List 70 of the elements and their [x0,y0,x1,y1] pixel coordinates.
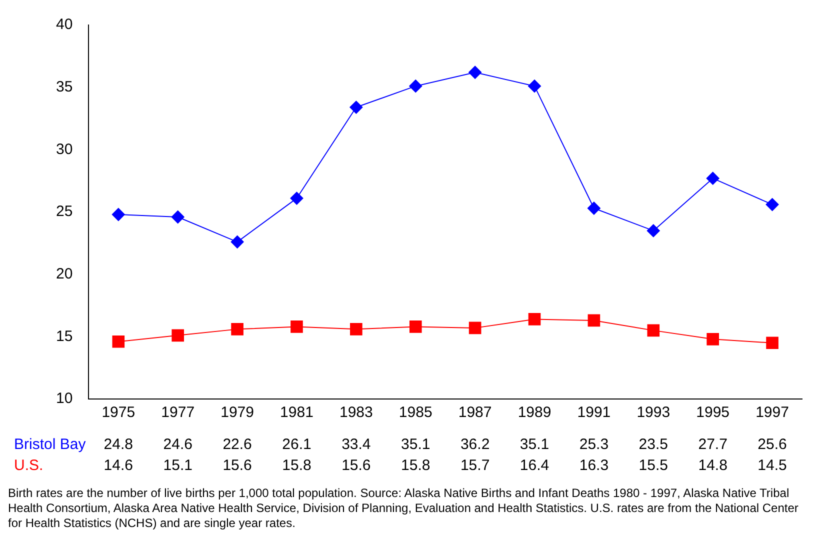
data-label: 24.8 [104,436,134,454]
data-label: 15.1 [163,457,192,474]
point [468,66,482,79]
data-label: 27.7 [698,436,728,454]
y-tick-label: 15 [56,328,73,345]
data-label: 15.6 [222,457,252,474]
data-label: 15.7 [460,457,490,474]
point [350,323,362,336]
data-label: 36.2 [460,436,490,454]
x-tick-label: 1989 [518,404,552,422]
data-label: 24.6 [163,436,192,454]
data-label: 15.8 [282,457,312,474]
y-tick-label: 40 [56,16,73,34]
data-label: 35.1 [401,436,430,454]
text: Birth rates are the number of live births per 1,000 total population. Source: Alaska Native Births and Infant Deaths 1980 - 1997, Alaska Native Tribal Health Consortium, Alaska Area Native Health Service, Division of Planning, Evaluation and Health Statistics. U.S. rates are from the National Center for Health Statistics (NCHS) and are single year rates. [8,486,800,531]
x-tick-label: 1983 [339,404,373,422]
data-label: 14.5 [758,457,787,474]
point [706,333,719,346]
data-label: 35.1 [520,436,550,454]
x-tick-label: 1975 [102,404,136,422]
point [528,313,541,326]
point [230,235,244,248]
x-tick-label: 1985 [398,404,432,422]
point [766,198,779,212]
point [409,80,422,93]
data-label: 33.4 [342,436,371,454]
text: Bristol Bay [14,436,86,454]
data-label: 25.3 [579,436,609,454]
x-tick-label: 1977 [161,404,195,422]
point [112,335,125,348]
point [290,192,304,205]
point [528,80,542,93]
data-label: 26.1 [282,436,312,454]
data-label: 14.8 [698,457,728,474]
data-label: 15.8 [401,457,430,474]
point [766,336,778,350]
point [112,208,125,221]
point [172,329,184,342]
data-label: 22.6 [222,436,252,454]
point [231,323,244,336]
y-tick-label: 10 [56,390,73,408]
y-tick-label: 35 [56,78,73,96]
x-tick-label: 1981 [280,404,314,422]
data-label: 15.5 [638,457,668,474]
data-label: 16.3 [579,457,609,474]
point [706,172,720,185]
x-tick-label: 1991 [577,404,611,422]
point [290,320,303,333]
point [587,202,600,215]
x-tick-label: 1987 [458,404,492,422]
x-tick-label: 1995 [696,404,730,422]
point [588,314,600,327]
point [646,224,660,238]
point [171,210,184,224]
x-tick-label: 1979 [220,404,254,422]
data-label: 14.6 [104,457,134,474]
x-tick-label: 1997 [756,404,789,422]
data-label: 16.4 [520,457,550,474]
x-tick-label: 1993 [636,404,670,422]
y-tick-label: 25 [56,203,73,220]
data-label: 25.6 [758,436,787,454]
point [468,322,482,334]
text: U.S. [14,457,44,474]
data-label: 15.6 [342,457,371,474]
data-label: 23.5 [638,436,668,454]
y-tick-label: 30 [56,140,73,158]
y-tick-label: 20 [56,265,73,282]
point [409,320,422,333]
point [350,100,363,114]
point [647,324,660,337]
